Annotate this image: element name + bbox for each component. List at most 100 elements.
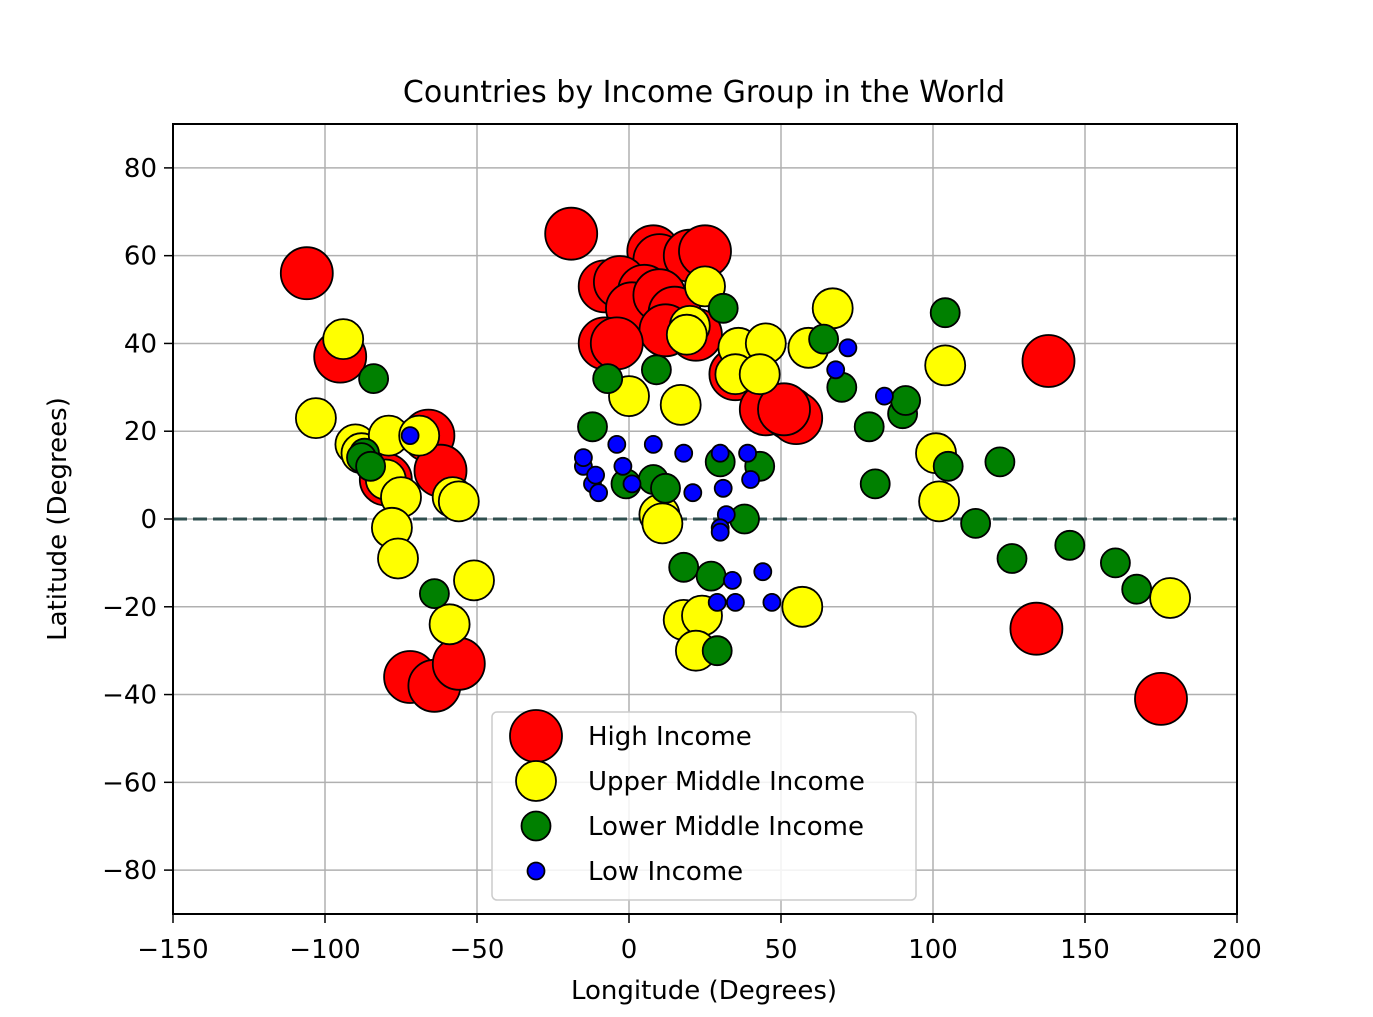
point-lower-middle-income [668,551,700,583]
point-upper-middle-income [437,480,480,523]
point-low-income [707,593,727,612]
point-low-income [753,562,773,582]
legend: High Income Upper Middle Income Lower Midd… [491,709,917,901]
point-upper-middle-income [322,318,365,361]
point-low-income [586,465,605,485]
legend-marker-lower-middle-income [520,810,552,842]
point-upper-middle-income [781,585,824,628]
point-lower-middle-income [932,450,964,482]
legend-label-low-income: Low Income [588,857,743,887]
point-high-income [1134,672,1188,726]
chart-title: Countries by Income Group in the World [403,75,1005,110]
point-lower-middle-income [650,472,681,504]
point-low-income [674,443,694,463]
point-high-income [544,206,599,261]
point-lower-middle-income [418,578,450,609]
point-upper-middle-income [665,313,708,356]
x-tick-label: −50 [450,935,505,965]
point-lower-middle-income [1054,529,1086,561]
y-tick-label: −60 [102,768,157,798]
x-tick-label: 100 [908,935,958,965]
legend-label-lower-middle-income: Lower Middle Income [588,812,864,842]
y-tick-label: 60 [124,242,157,272]
point-low-income [589,483,608,503]
point-lower-middle-income [1121,573,1153,605]
point-high-income [1009,601,1064,656]
series-lower-middle-income [346,292,1153,667]
legend-marker-high-income [509,709,563,763]
point-upper-middle-income [659,383,702,426]
point-upper-middle-income [294,397,337,440]
point-lower-middle-income [701,635,733,667]
legend-marker-upper-middle-income [515,760,557,802]
point-lower-middle-income [695,560,727,592]
y-tick-label: −80 [102,856,157,886]
point-upper-middle-income [918,480,960,523]
point-lower-middle-income [853,411,885,443]
point-low-income [723,571,742,590]
point-upper-middle-income [738,353,781,396]
y-tick-label: 80 [124,154,157,184]
point-low-income [713,478,733,498]
legend-box [491,711,917,901]
axis-ticks: −150 −100 −50 0 50 100 150 200 −80 −60 −40 −20 0 20 40… [102,154,1262,965]
point-high-income [279,246,334,301]
y-tick-label: 40 [124,329,157,359]
point-low-income [710,443,730,463]
point-lower-middle-income [996,543,1028,574]
point-upper-middle-income [641,502,684,545]
point-lower-middle-income [890,385,921,416]
point-upper-middle-income [1149,577,1191,619]
point-lower-middle-income [960,508,991,539]
legend-marker-low-income [526,861,546,881]
legend-label-high-income: High Income [588,722,752,752]
y-tick-label: −20 [102,593,157,623]
point-high-income [589,316,644,371]
x-tick-label: −100 [289,935,360,965]
point-lower-middle-income [859,468,891,500]
point-lower-middle-income [707,292,739,324]
point-low-income [400,426,420,446]
data-points [279,206,1191,726]
point-low-income [762,593,782,612]
point-low-income [643,434,663,454]
point-lower-middle-income [641,354,672,386]
point-low-income [826,360,846,380]
point-lower-middle-income [1100,547,1131,579]
point-low-income [574,448,593,468]
point-high-income [757,382,811,437]
point-lower-middle-income [592,363,624,395]
point-low-income [622,474,642,494]
series-low-income [400,338,894,612]
point-upper-middle-income [377,537,419,580]
point-upper-middle-income [453,559,495,602]
point-low-income [607,434,627,454]
legend-label-upper-middle-income: Upper Middle Income [588,767,865,797]
point-low-income [683,483,703,503]
x-tick-label: −150 [137,935,208,965]
point-lower-middle-income [358,363,390,395]
point-low-income [738,443,757,463]
x-tick-label: 150 [1060,935,1110,965]
point-low-income [710,522,730,542]
point-lower-middle-income [808,323,839,355]
x-tick-label: 200 [1212,935,1262,965]
y-tick-label: 0 [140,505,157,535]
point-high-income [431,636,486,691]
point-lower-middle-income [577,411,608,443]
point-upper-middle-income [428,603,471,646]
point-low-income [726,593,745,612]
point-low-income [875,386,894,406]
y-tick-label: 20 [124,417,157,447]
x-tick-label: 50 [764,935,797,965]
point-lower-middle-income [984,446,1016,478]
point-low-income [838,338,858,358]
point-upper-middle-income [924,344,967,387]
point-low-income [741,470,760,489]
point-lower-middle-income [355,450,387,482]
y-tick-label: −40 [102,681,157,711]
point-lower-middle-income [929,297,961,329]
point-high-income [1021,334,1076,388]
